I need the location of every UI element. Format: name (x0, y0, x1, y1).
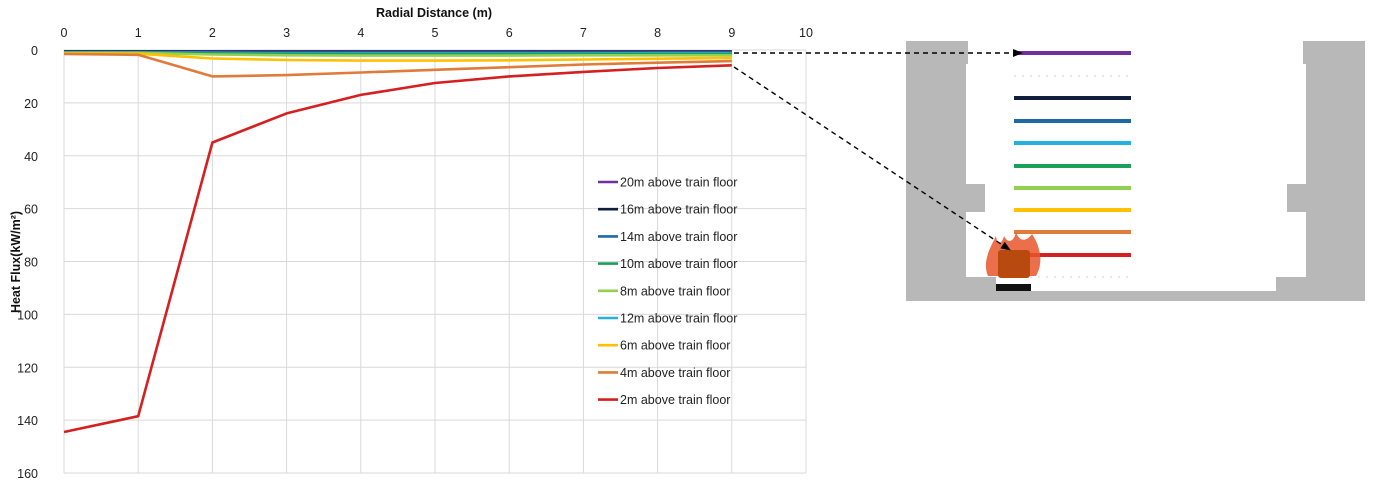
x-tick-label: 6 (506, 26, 513, 40)
y-tick-label: 160 (17, 467, 38, 481)
train-car-icon (998, 250, 1030, 278)
train-fire-icon (985, 232, 1041, 291)
tunnel-left-wall (906, 41, 996, 301)
y-tick-label: 20 (24, 97, 38, 111)
tunnel-diagram (733, 41, 1365, 301)
x-tick-label: 8 (654, 26, 661, 40)
x-tick-label: 4 (357, 26, 364, 40)
tunnel-right-wall (1276, 41, 1365, 301)
legend-label: 2m above train floor (620, 393, 730, 407)
pointer-arrows (733, 49, 1023, 251)
x-axis-title: Radial Distance (m) (376, 6, 492, 20)
legend-label: 16m above train floor (620, 203, 737, 217)
arrow-2m (733, 66, 1011, 251)
x-tick-label: 2 (209, 26, 216, 40)
train-base (996, 284, 1031, 291)
series-line-8m (64, 51, 732, 57)
y-axis-ticks: 0 20 40 60 80 100 120 140 160 (17, 44, 38, 481)
series-line-6m (63, 52, 732, 62)
y-tick-label: 40 (24, 150, 38, 164)
y-tick-label: 100 (17, 308, 38, 322)
y-tick-label: 80 (24, 256, 38, 270)
y-tick-label: 140 (17, 414, 38, 428)
x-tick-label: 7 (580, 26, 587, 40)
x-tick-label: 0 (61, 26, 68, 40)
legend-label: 4m above train floor (620, 366, 730, 380)
y-tick-label: 0 (31, 44, 38, 58)
x-tick-label: 10 (799, 26, 813, 40)
series-line-4m (63, 52, 732, 78)
legend-label: 8m above train floor (620, 284, 730, 298)
tunnel-walls (906, 41, 1365, 301)
x-tick-label: 3 (283, 26, 290, 40)
x-axis-ticks: 0 1 2 3 4 5 6 7 8 9 10 (61, 26, 813, 40)
legend-label: 10m above train floor (620, 257, 737, 271)
legend: 20m above train floor 16m above train flo… (598, 176, 737, 407)
x-tick-label: 9 (728, 26, 735, 40)
series-line-2m (63, 64, 732, 434)
y-tick-label: 120 (17, 361, 38, 375)
legend-label: 14m above train floor (620, 230, 737, 244)
x-tick-label: 5 (432, 26, 439, 40)
legend-label: 12m above train floor (620, 312, 737, 326)
tunnel-floor (990, 291, 1290, 301)
legend-label: 20m above train floor (620, 176, 737, 190)
y-axis-title: Heat Flux(kW/m²) (9, 211, 23, 313)
legend-label: 6m above train floor (620, 339, 730, 353)
series-lines (63, 49, 732, 434)
y-tick-label: 60 (24, 203, 38, 217)
x-tick-label: 1 (135, 26, 142, 40)
